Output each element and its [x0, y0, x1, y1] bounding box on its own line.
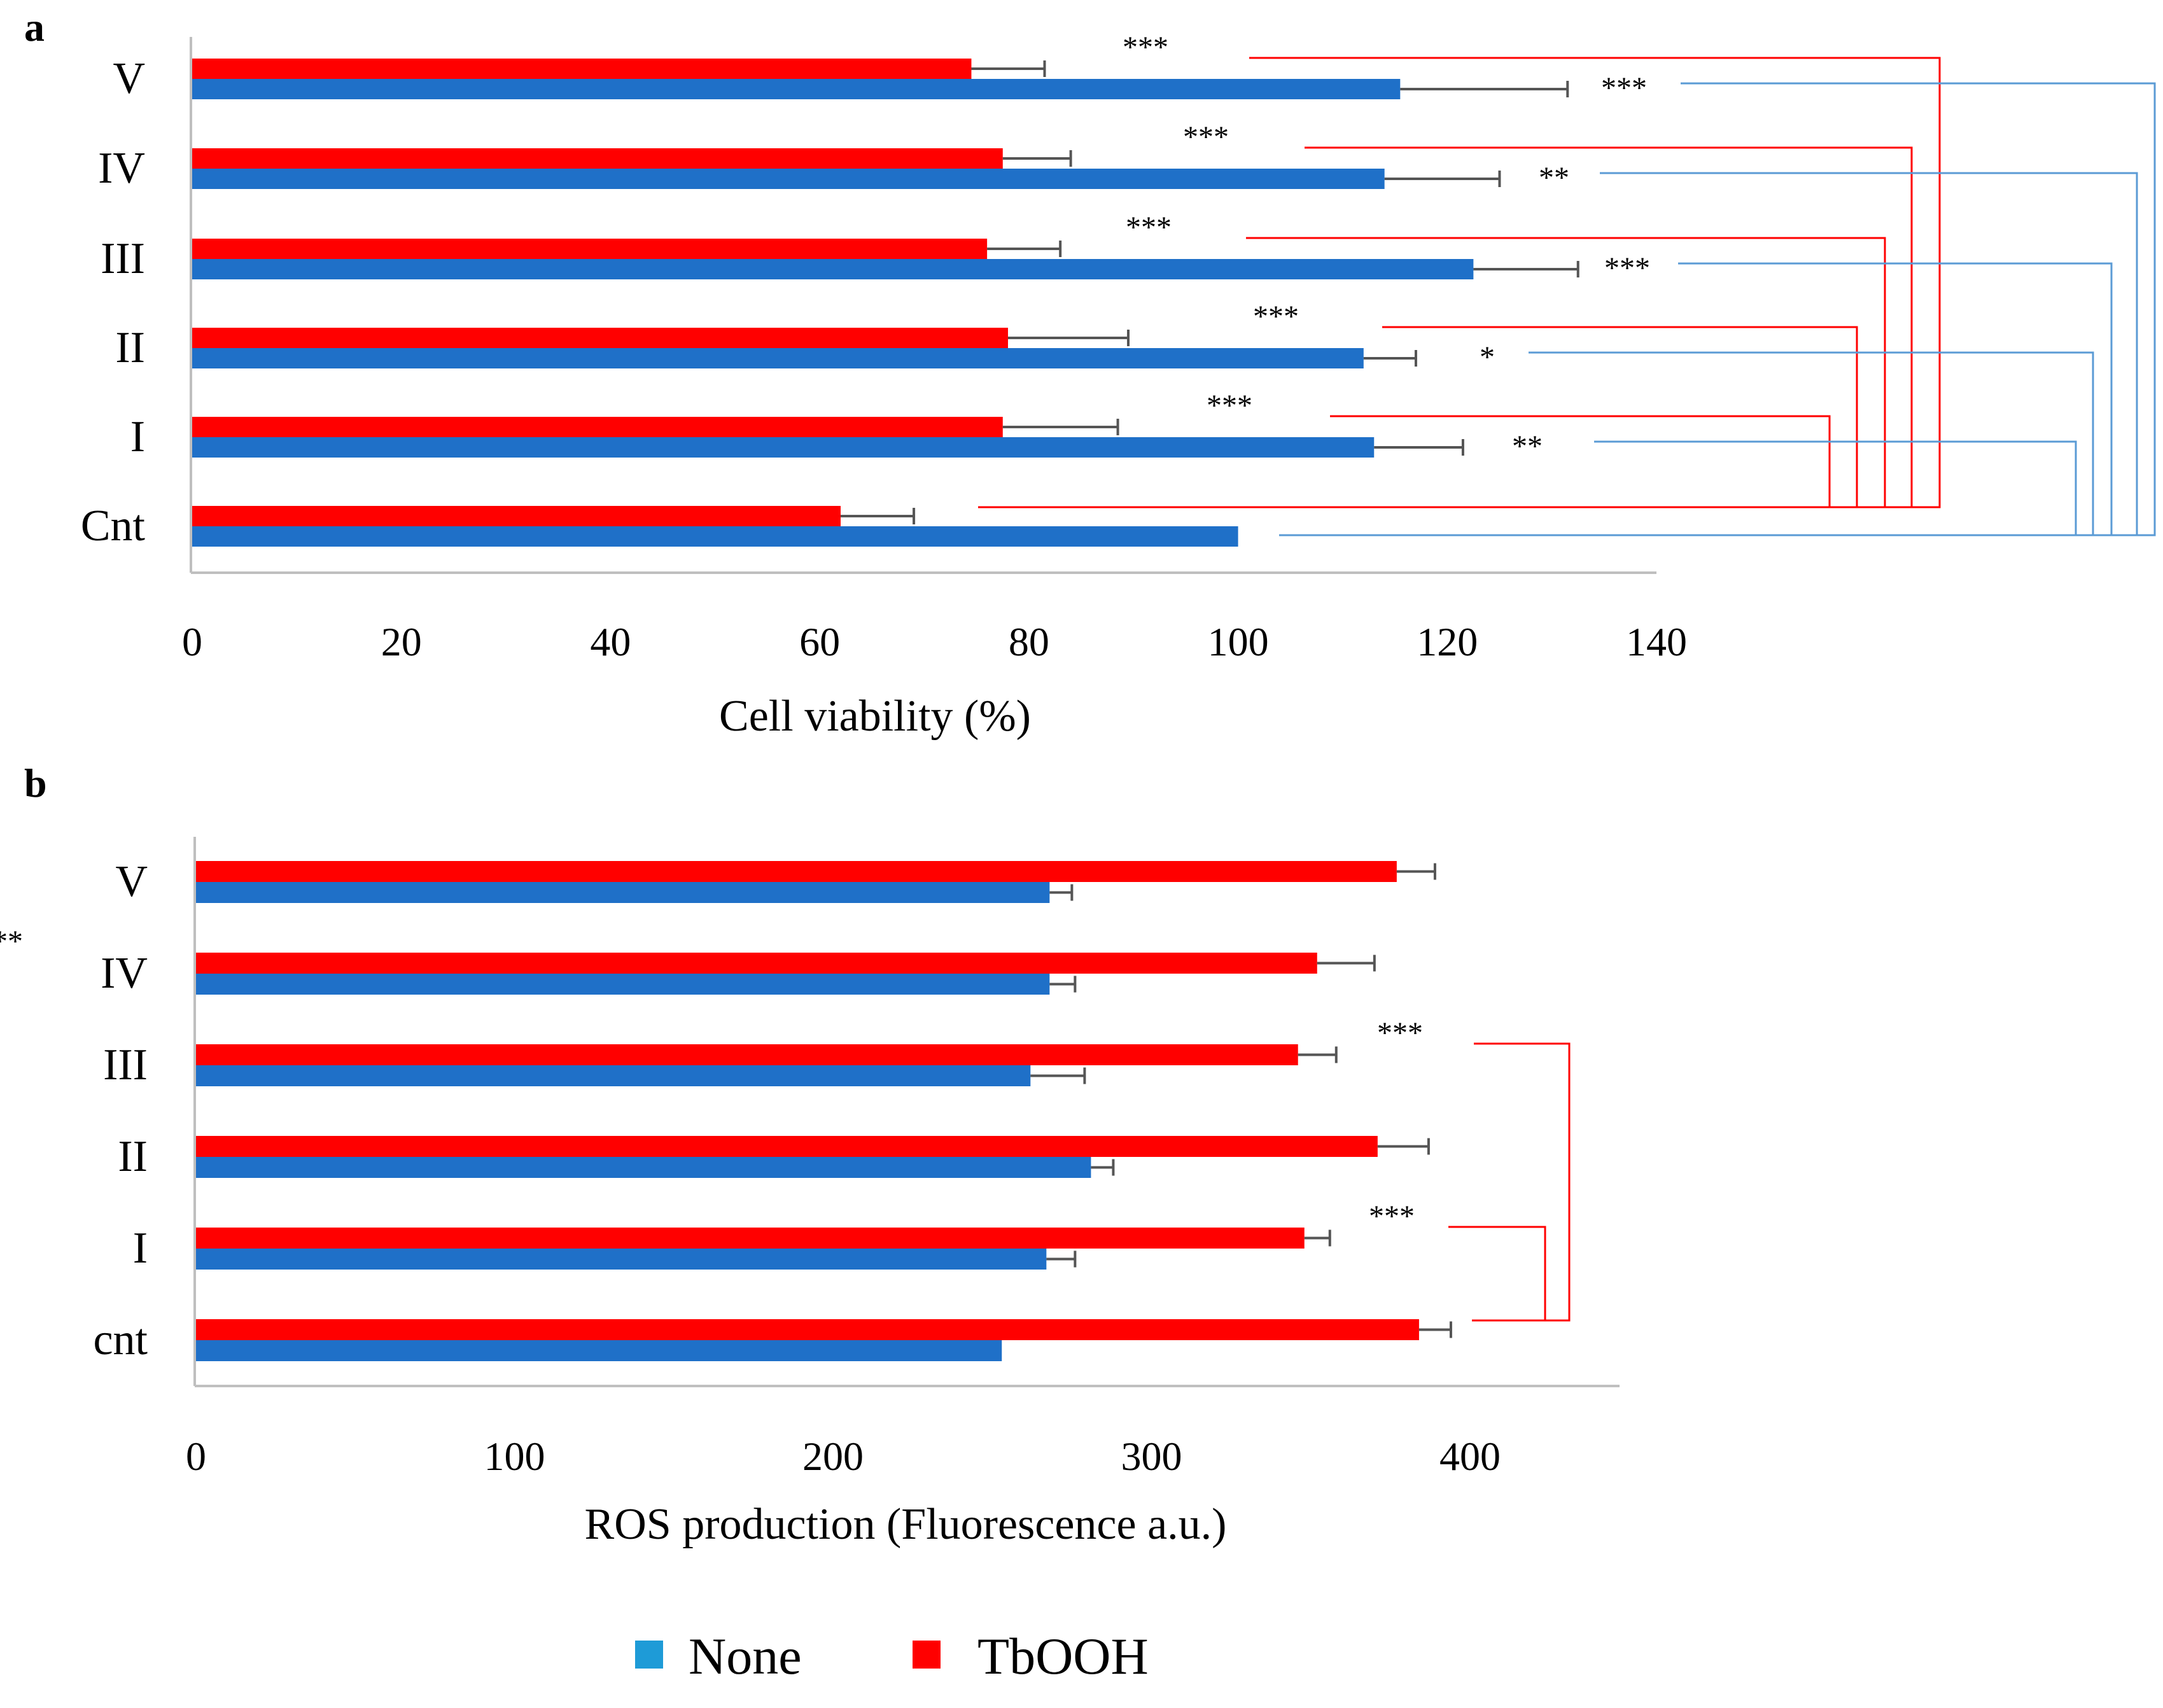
bar-tbooh-i [192, 417, 1003, 437]
significance-bracket-none-v [1279, 82, 2156, 536]
significance-label-tbooh-iii: *** [1126, 211, 1172, 244]
x-tick-label-120: 120 [1417, 619, 1478, 664]
bar-tbooh-ii [192, 328, 1008, 348]
panel-a-x-axis-title: Cell viability (%) [719, 692, 1031, 741]
significance-label-tbooh-i: *** [1369, 1200, 1415, 1233]
legend-label-none: None [689, 1627, 802, 1685]
significance-label-none-iii: *** [1604, 251, 1650, 285]
x-tick-label-0: 0 [182, 619, 202, 664]
panel-a-marks: 0 20 40 60 80 100 120 140VIVIIIIIICnt**********… [81, 31, 2156, 664]
bar-none-i [192, 437, 1375, 458]
significance-label-none-v: *** [1601, 71, 1647, 105]
legend-swatch-none [635, 1641, 663, 1669]
significance-label-none-iv: ** [1539, 161, 1569, 195]
significance-label-tbooh-i: *** [1207, 389, 1252, 423]
significance-label-none-ii: * [1480, 340, 1495, 374]
category-label-v: V [115, 857, 148, 906]
significance-bracket-tbooh-i [978, 415, 1831, 508]
bar-none-iv [192, 169, 1385, 189]
bar-tbooh-iii [192, 239, 988, 259]
significance-label-none-i: ** [1512, 430, 1543, 463]
panel-a: a 0 20 40 60 80 100 120 140VIVIIIIIICnt********… [24, 4, 2156, 741]
bar-tbooh-ii [196, 1136, 1378, 1157]
category-label-iv: IV [98, 144, 145, 193]
significance-label-tbooh-ii: *** [1253, 300, 1299, 333]
x-tick-label-100: 100 [1208, 619, 1269, 664]
bar-none-ii [196, 1157, 1091, 1178]
category-label-cnt: Cnt [81, 501, 146, 550]
panel-b-letter: b [24, 760, 47, 806]
bar-none-cnt [192, 526, 1238, 547]
bar-tbooh-v [196, 861, 1397, 882]
significance-label-tbooh-iv: *** [0, 925, 23, 958]
bar-tbooh-i [196, 1228, 1305, 1249]
legend-swatch-tbooh [913, 1641, 941, 1669]
significance-bracket-tbooh-iii [1472, 1042, 1571, 1322]
bar-none-iii [192, 259, 1474, 279]
bar-tbooh-cnt [192, 506, 841, 526]
x-tick-label-20: 20 [381, 619, 422, 664]
legend-label-tbooh: TbOOH [977, 1627, 1149, 1685]
category-label-iii: III [103, 1040, 148, 1089]
bar-tbooh-iv [196, 953, 1317, 974]
category-label-v: V [113, 54, 145, 103]
category-label-cnt: cnt [93, 1315, 148, 1364]
bar-none-ii [192, 348, 1364, 368]
bar-none-iv [196, 974, 1050, 995]
x-tick-label-200: 200 [802, 1434, 864, 1479]
x-tick-label-400: 400 [1439, 1434, 1501, 1479]
category-label-iv: IV [101, 949, 148, 998]
bar-tbooh-iv [192, 148, 1003, 169]
x-tick-label-140: 140 [1626, 619, 1687, 664]
x-tick-label-100: 100 [484, 1434, 545, 1479]
bar-none-iii [196, 1065, 1031, 1086]
bar-none-i [196, 1249, 1047, 1270]
bar-tbooh-iii [196, 1044, 1298, 1065]
significance-bracket-none-iii [1279, 262, 2113, 536]
x-tick-label-80: 80 [1009, 619, 1049, 664]
panel-a-letter: a [24, 4, 45, 50]
bar-tbooh-v [192, 59, 972, 79]
bar-none-v [196, 882, 1050, 903]
significance-label-tbooh-iii: *** [1377, 1016, 1423, 1050]
bar-none-v [192, 79, 1401, 99]
x-tick-label-300: 300 [1121, 1434, 1182, 1479]
significance-label-tbooh-iv: *** [1183, 120, 1229, 154]
x-tick-label-60: 60 [799, 619, 840, 664]
legend: None TbOOH [635, 1627, 1149, 1685]
x-tick-label-40: 40 [590, 619, 631, 664]
category-label-ii: II [115, 323, 145, 372]
significance-bracket-none-iv [1279, 172, 2138, 536]
significance-bracket-tbooh-i [1448, 1226, 1546, 1322]
category-label-iii: III [101, 234, 145, 283]
significance-bracket-none-i [1279, 440, 2077, 536]
significance-label-tbooh-v: *** [1123, 31, 1168, 64]
category-label-i: I [130, 412, 145, 461]
bar-tbooh-cnt [196, 1319, 1419, 1340]
panel-b-x-axis-title: ROS production (Fluorescence a.u.) [585, 1500, 1227, 1549]
x-tick-label-0: 0 [186, 1434, 206, 1479]
bar-none-cnt [196, 1340, 1002, 1361]
category-label-i: I [133, 1224, 148, 1273]
category-label-ii: II [118, 1132, 148, 1181]
